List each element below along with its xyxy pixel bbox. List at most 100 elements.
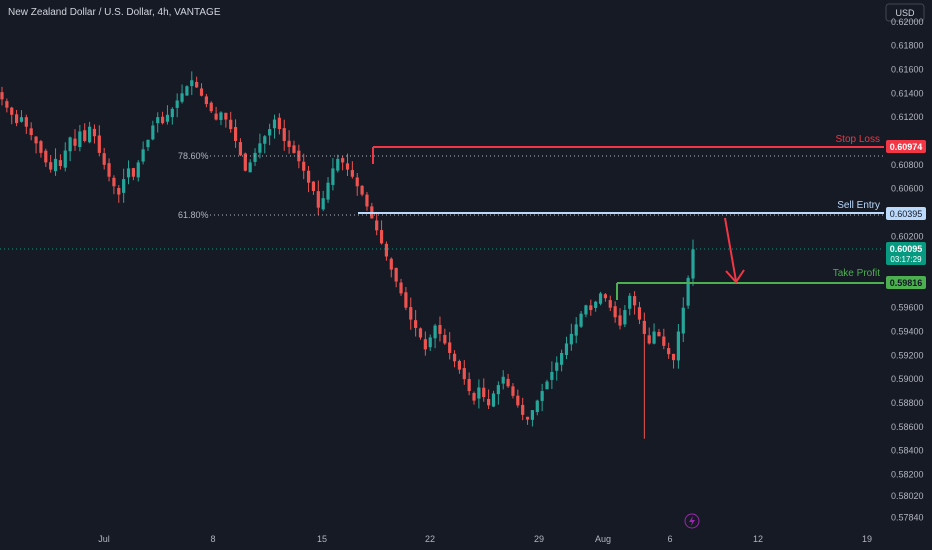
price-axis-tick: 0.58400 (891, 446, 924, 456)
candle-body (87, 126, 92, 143)
sell-entry-price-tag: 0.60395 (886, 207, 926, 220)
candle-body (608, 300, 612, 308)
lightning-icon-ring[interactable] (684, 513, 700, 529)
lightning-icon[interactable] (684, 513, 700, 529)
candle-body (321, 198, 325, 210)
candle-body (365, 194, 369, 207)
candle-body (78, 131, 82, 148)
candle-body (331, 168, 335, 185)
candle-body (345, 163, 350, 170)
time-axis-tick: 19 (862, 534, 872, 544)
time-axis-tick: 22 (425, 534, 435, 544)
candle-body (131, 168, 135, 177)
candle-body (691, 249, 695, 279)
take-profit-price-bg (886, 276, 926, 289)
candle-body (521, 404, 525, 415)
price-axis[interactable]: 0.62000 0.61800 0.61600 0.61400 0.61200 0.608… (891, 17, 924, 522)
stop-loss-annotation[interactable]: Stop Loss (372, 134, 884, 164)
candle-body (248, 162, 252, 173)
candle-body (92, 128, 97, 137)
price-axis-tick: 0.58600 (891, 422, 924, 432)
candle-body (141, 149, 145, 162)
candle-body (409, 307, 413, 320)
take-profit-annotation[interactable]: Take Profit (616, 268, 884, 300)
candle-body (647, 335, 651, 344)
candle-body (550, 372, 554, 380)
candle-body (97, 135, 101, 153)
candle-body (122, 179, 126, 193)
candle-body (676, 331, 681, 361)
candle-body (302, 161, 306, 171)
target-arrow-shaft (724, 217, 737, 282)
candle-body (375, 220, 379, 231)
candle-body (243, 153, 247, 171)
price-axis-tick: 0.59400 (891, 327, 924, 337)
candle-body (73, 138, 77, 146)
time-axis[interactable]: Jul 8 15 22 29 Aug 6 12 19 (98, 534, 872, 544)
candle-body (10, 107, 14, 115)
candle-body (613, 306, 617, 318)
candle-body (58, 160, 62, 166)
price-axis-tick: 0.59000 (891, 374, 924, 384)
candle-body (491, 393, 496, 407)
sell-entry-annotation[interactable]: Sell Entry (358, 200, 884, 214)
stop-loss-price-tag: 0.60974 (886, 140, 926, 153)
currency-button[interactable]: USD (885, 3, 925, 22)
candle-body (175, 100, 179, 108)
candle-body (564, 343, 569, 356)
candle-body (126, 168, 131, 178)
candle-body (29, 128, 33, 136)
candle-body (160, 116, 165, 124)
candle-body (633, 296, 637, 306)
candle-body (594, 301, 598, 308)
candle-body (384, 243, 389, 257)
currency-button-frame[interactable] (885, 3, 925, 22)
price-axis-tick: 0.59600 (891, 303, 924, 313)
candle-body (306, 170, 311, 183)
candle-body (379, 230, 384, 244)
candle-body (477, 387, 481, 399)
price-axis-tick: 0.62000 (891, 17, 924, 27)
candle-body (146, 139, 150, 148)
candle-body (452, 353, 457, 362)
candle-body (195, 81, 199, 88)
price-axis-tick: 0.58200 (891, 469, 924, 479)
candle-body (579, 313, 583, 327)
candle-body (102, 153, 106, 165)
candle-body (545, 381, 549, 390)
candle-body (540, 391, 544, 401)
candle-body (287, 140, 291, 147)
target-arrow-icon (724, 217, 745, 284)
candle-body (530, 410, 535, 420)
candle-body (472, 393, 476, 401)
fibonacci-levels: 78.60% 61.80% (178, 151, 884, 220)
candle-body (667, 348, 671, 355)
candle-body (83, 130, 87, 141)
candle-body (652, 331, 656, 344)
candle-body (117, 187, 121, 195)
candle-body (224, 112, 228, 120)
candle-body (555, 362, 559, 371)
candle-body (49, 162, 53, 170)
candle-body (107, 163, 111, 177)
sell-entry-price: 0.60395 (890, 209, 923, 219)
candle-body (263, 136, 267, 144)
candle-body (467, 379, 471, 392)
candle-body (190, 80, 194, 87)
candle-body (428, 337, 432, 348)
take-profit-label: Take Profit (833, 268, 880, 279)
candle-body (355, 177, 359, 187)
candle-body (389, 258, 393, 270)
current-price-bg (886, 242, 926, 265)
candle-body (151, 125, 155, 140)
price-axis-tick: 0.60800 (891, 160, 924, 170)
sell-entry-price-bg (886, 207, 926, 220)
candle-body (443, 334, 447, 344)
price-axis-tick: 0.61400 (891, 88, 924, 98)
candle-body (394, 267, 398, 282)
price-axis-tick: 0.61200 (891, 112, 924, 122)
currency-button-label[interactable]: USD (895, 8, 915, 18)
candle-body (399, 282, 403, 294)
